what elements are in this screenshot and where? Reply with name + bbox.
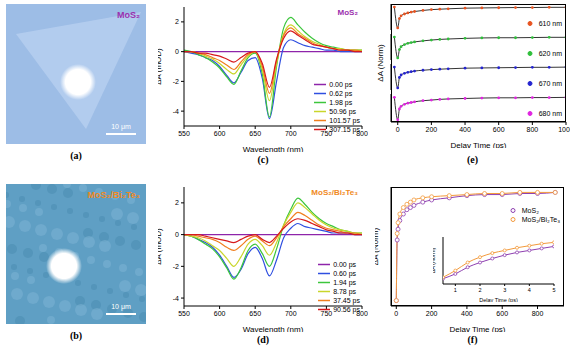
svg-text:200: 200 xyxy=(426,126,438,133)
svg-text:800: 800 xyxy=(527,126,539,133)
html-text:37.45 ps: 37.45 ps xyxy=(333,297,360,304)
html-text:ΔA (Norm): ΔA (Norm) xyxy=(376,44,385,82)
svg-text:2: 2 xyxy=(478,287,481,293)
svg-text:600: 600 xyxy=(214,310,226,317)
svg-text:2: 2 xyxy=(175,199,179,206)
svg-text:Delay Time (ps): Delay Time (ps) xyxy=(450,141,506,148)
html-text:680 nm: 680 nm xyxy=(538,110,562,117)
html-text:(a): (a) xyxy=(70,150,82,161)
html-text:MoS₂/Bi₂Te₃: MoS₂/Bi₂Te₃ xyxy=(311,188,358,197)
html-text:(c): (c) xyxy=(257,154,269,165)
html-text:(f): (f) xyxy=(467,334,478,345)
svg-text:-2: -2 xyxy=(173,263,179,270)
svg-text:MoS₂/Bi₂Te₃: MoS₂/Bi₂Te₃ xyxy=(88,190,141,200)
svg-text:600: 600 xyxy=(214,130,226,137)
svg-text:Wavelength (nm): Wavelength (nm) xyxy=(243,145,304,152)
html-text:101.57 ps: 101.57 ps xyxy=(329,117,360,124)
svg-text:-2: -2 xyxy=(173,78,179,85)
svg-text:ΔA (mOD): ΔA (mOD) xyxy=(158,48,163,85)
svg-text:400: 400 xyxy=(461,310,473,317)
svg-text:800: 800 xyxy=(356,130,368,137)
svg-text:MoS₂: MoS₂ xyxy=(117,10,140,20)
svg-text:2: 2 xyxy=(175,18,179,25)
html-text:8.78 ps: 8.78 ps xyxy=(333,288,357,295)
svg-text:650: 650 xyxy=(249,310,261,317)
svg-text:200: 200 xyxy=(426,310,438,317)
html-text:0.60 ps: 0.60 ps xyxy=(333,270,357,277)
svg-text:550: 550 xyxy=(178,130,190,137)
html-text:620 nm: 620 nm xyxy=(538,50,562,57)
svg-text:750: 750 xyxy=(320,130,333,137)
html-text:90.56 ps: 90.56 ps xyxy=(333,306,360,313)
svg-text:1: 1 xyxy=(454,287,457,293)
svg-text:ΔA (mOD): ΔA (mOD) xyxy=(158,228,163,265)
html-text:50.96 ps: 50.96 ps xyxy=(329,108,357,115)
svg-text:Delay Time (ps): Delay Time (ps) xyxy=(449,325,505,332)
html-text:MoS₂: MoS₂ xyxy=(337,8,358,17)
svg-text:800: 800 xyxy=(532,310,544,317)
html-text:670 nm: 670 nm xyxy=(538,80,562,87)
svg-text:10 μm: 10 μm xyxy=(111,123,131,131)
svg-text:550: 550 xyxy=(178,310,190,317)
svg-text:750: 750 xyxy=(321,310,333,317)
svg-text:600: 600 xyxy=(496,310,508,317)
svg-text:4: 4 xyxy=(528,287,531,293)
html-text:307.15 ps: 307.15 ps xyxy=(329,126,360,133)
html-text:(d): (d) xyxy=(256,334,270,345)
svg-text:-4: -4 xyxy=(173,295,179,302)
svg-text:700: 700 xyxy=(285,310,297,317)
svg-text:0: 0 xyxy=(396,126,400,133)
svg-text:0: 0 xyxy=(175,48,179,55)
svg-text:ΔA (Norm): ΔA (Norm) xyxy=(433,248,436,274)
svg-text:1000: 1000 xyxy=(558,126,570,133)
html-text:0.62 ps: 0.62 ps xyxy=(329,90,353,97)
html-text:610 nm: 610 nm xyxy=(538,20,562,27)
svg-text:650: 650 xyxy=(249,130,261,137)
svg-text:Wavelength (nm): Wavelength (nm) xyxy=(243,325,304,332)
svg-text:0: 0 xyxy=(394,310,398,317)
html-text:1.98 ps: 1.98 ps xyxy=(329,99,353,106)
svg-text:5: 5 xyxy=(552,287,555,293)
html-text:0.00 ps: 0.00 ps xyxy=(333,261,357,268)
html-text:MoS₂/Bi₂Te₃: MoS₂/Bi₂Te₃ xyxy=(521,216,560,223)
svg-text:-4: -4 xyxy=(173,108,179,115)
html-text:0.00 ps: 0.00 ps xyxy=(329,81,353,88)
html-text:(e): (e) xyxy=(466,154,478,165)
svg-text:3: 3 xyxy=(503,287,506,293)
html-text:(b): (b) xyxy=(69,330,83,341)
html-text:1.94 ps: 1.94 ps xyxy=(333,279,357,286)
svg-text:800: 800 xyxy=(356,310,368,317)
svg-text:400: 400 xyxy=(459,126,471,133)
svg-text:600: 600 xyxy=(493,126,505,133)
html-text:MoS₂: MoS₂ xyxy=(521,207,539,214)
svg-text:ΔA (Norm): ΔA (Norm) xyxy=(375,227,380,265)
svg-text:0: 0 xyxy=(175,231,179,238)
svg-text:700: 700 xyxy=(285,130,297,137)
svg-text:10 μm: 10 μm xyxy=(111,303,131,311)
svg-text:Delay Time (ps): Delay Time (ps) xyxy=(479,297,518,302)
